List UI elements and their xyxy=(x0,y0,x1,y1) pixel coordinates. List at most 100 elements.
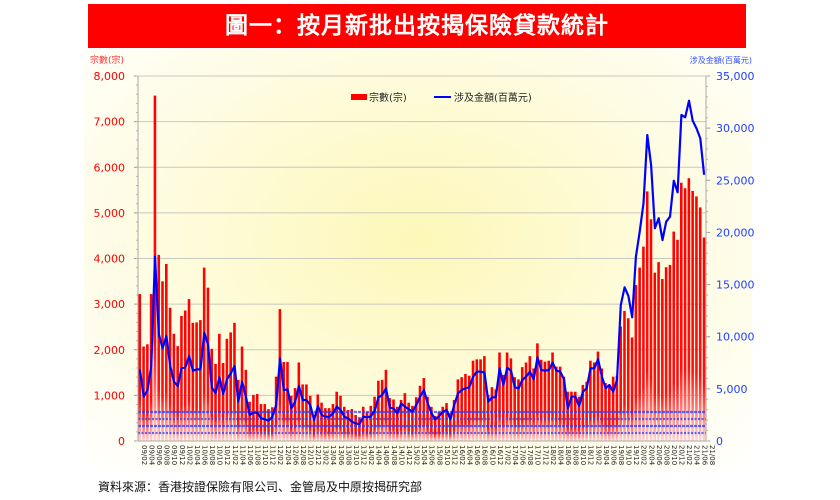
left-tick-label: 5,000 xyxy=(94,207,126,220)
bar xyxy=(210,348,214,441)
bar xyxy=(676,239,679,441)
bar xyxy=(384,369,388,441)
bar xyxy=(180,315,183,441)
x-tick-label: 17/08 xyxy=(526,445,534,465)
bar xyxy=(645,191,649,441)
bar xyxy=(562,376,566,441)
x-tick-label: 17/10 xyxy=(534,445,542,465)
bar xyxy=(380,379,384,441)
x-tick-label: 10/10 xyxy=(216,445,224,465)
bar xyxy=(369,405,373,441)
bar xyxy=(490,387,494,441)
x-tick-label: 16/08 xyxy=(481,445,489,465)
bar xyxy=(630,337,634,441)
x-tick-label: 17/12 xyxy=(541,445,549,465)
x-tick-label: 10/06 xyxy=(200,445,208,466)
bar xyxy=(626,318,630,441)
x-tick-label: 12/02 xyxy=(276,445,284,465)
bar xyxy=(255,394,259,441)
bar xyxy=(634,284,638,441)
x-tick-label: 16/12 xyxy=(496,445,504,465)
x-tick-label: 13/10 xyxy=(352,445,360,465)
bar xyxy=(221,362,225,441)
bar xyxy=(168,307,172,441)
bar xyxy=(433,415,437,441)
bar xyxy=(426,396,429,441)
x-tick-label: 14/04 xyxy=(375,445,383,466)
bar xyxy=(312,414,316,441)
bar xyxy=(195,322,198,441)
bar xyxy=(649,219,653,441)
bar xyxy=(479,359,482,441)
x-tick-label: 09/10 xyxy=(170,445,178,465)
bar xyxy=(229,332,232,441)
bar xyxy=(683,188,687,441)
bar xyxy=(672,231,676,441)
bar xyxy=(411,405,414,441)
x-tick-label: 09/08 xyxy=(163,445,171,465)
bar xyxy=(551,352,554,441)
bar xyxy=(187,299,191,441)
bar xyxy=(206,287,210,441)
x-tick-label: 18/08 xyxy=(572,445,580,465)
x-tick-label: 11/08 xyxy=(253,445,261,465)
left-tick-label: 3,000 xyxy=(94,298,126,311)
x-tick-label: 10/08 xyxy=(208,445,216,465)
x-tick-label: 15/12 xyxy=(450,445,458,465)
bar xyxy=(361,406,365,441)
bar xyxy=(460,377,463,441)
bar xyxy=(165,263,168,441)
bar xyxy=(214,363,217,441)
bar xyxy=(373,396,376,441)
x-tick-label: 20/12 xyxy=(678,445,686,465)
bar xyxy=(475,359,479,441)
bar xyxy=(456,379,460,441)
bar xyxy=(608,384,611,441)
bar xyxy=(316,394,320,441)
bar xyxy=(225,338,229,441)
bar xyxy=(138,294,142,441)
x-tick-label: 21/02 xyxy=(685,445,693,465)
x-tick-label: 19/04 xyxy=(602,445,610,466)
axes: 0 1,000 2,000 3,000 4,000 5,000 6,000 7,000 8,00… xyxy=(94,70,755,466)
bar xyxy=(657,262,660,441)
bar xyxy=(161,281,164,441)
bar xyxy=(502,374,505,441)
x-tick-label: 13/12 xyxy=(360,445,368,465)
left-tick-label: 6,000 xyxy=(94,161,126,174)
x-tick-label: 13/02 xyxy=(322,445,330,465)
bar xyxy=(354,414,357,441)
bar xyxy=(638,267,641,441)
bar xyxy=(600,368,604,441)
x-tick-label: 11/10 xyxy=(261,445,269,465)
bar xyxy=(157,254,161,441)
bar xyxy=(698,207,702,441)
right-tick-label: 35,000 xyxy=(716,70,755,83)
x-tick-label: 16/06 xyxy=(473,445,481,466)
x-tick-label: 18/02 xyxy=(549,445,557,465)
bar xyxy=(293,388,297,441)
bar xyxy=(467,375,471,441)
right-tick-label: 15,000 xyxy=(716,279,755,292)
x-tick-label: 13/06 xyxy=(337,445,345,466)
x-tick-label: 14/12 xyxy=(405,445,413,465)
right-tick-label: 25,000 xyxy=(716,174,755,187)
bar xyxy=(441,406,445,441)
bar xyxy=(653,272,657,441)
bar xyxy=(464,373,467,441)
x-tick-label: 18/04 xyxy=(556,445,564,466)
bar xyxy=(471,360,475,441)
bar xyxy=(202,267,206,441)
bar xyxy=(445,403,448,441)
bar xyxy=(191,322,195,441)
legend-bar-label: 宗數(宗) xyxy=(369,91,407,104)
bar xyxy=(403,393,407,441)
x-tick-label: 16/10 xyxy=(488,445,496,465)
bar xyxy=(183,310,187,441)
x-tick-label: 11/02 xyxy=(231,445,239,465)
x-tick-label: 12/10 xyxy=(307,445,315,465)
bar xyxy=(555,366,558,441)
bar xyxy=(547,360,551,441)
x-tick-label: 15/10 xyxy=(443,445,451,465)
